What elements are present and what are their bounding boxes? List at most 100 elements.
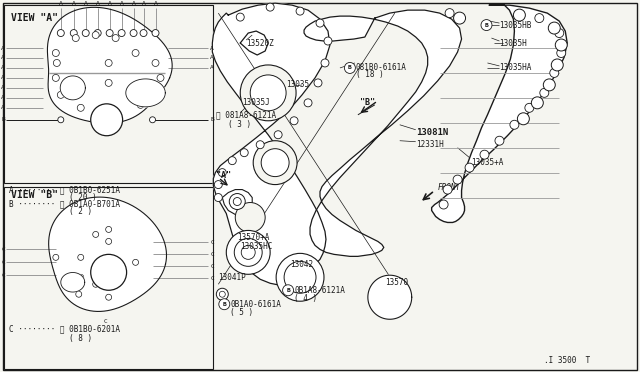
Circle shape [52,74,60,81]
Text: A: A [1,55,5,61]
Circle shape [58,29,64,36]
Circle shape [324,37,332,45]
Text: 13035: 13035 [286,80,309,89]
Text: A: A [96,1,100,6]
Text: A: A [1,105,5,110]
Text: 081B0-6161A: 081B0-6161A [356,64,407,73]
Polygon shape [212,3,330,285]
Circle shape [219,299,230,310]
Circle shape [220,291,225,297]
Circle shape [93,231,99,237]
Text: 13570: 13570 [385,278,408,287]
Text: C: C [1,247,5,252]
Text: C: C [211,264,214,269]
Text: 13035J: 13035J [243,98,270,108]
Circle shape [152,60,159,67]
Circle shape [52,49,60,57]
Text: C: C [1,273,5,278]
Circle shape [53,60,60,67]
Circle shape [510,120,519,129]
Circle shape [531,97,543,109]
Text: A: A [211,45,214,51]
Circle shape [240,65,296,121]
Circle shape [77,254,84,260]
Circle shape [296,7,304,15]
Text: A: A [154,1,157,6]
Circle shape [93,264,99,270]
Text: A: A [72,1,76,6]
Text: 13035HA: 13035HA [499,64,532,73]
Circle shape [233,198,241,205]
Polygon shape [304,10,461,256]
Circle shape [236,13,244,21]
FancyBboxPatch shape [4,5,213,183]
Circle shape [556,39,567,51]
Text: A: A [141,1,145,6]
Circle shape [227,230,270,274]
Circle shape [480,150,489,159]
Circle shape [555,29,564,38]
Text: "A": "A" [216,171,231,180]
Circle shape [77,104,84,111]
Text: 0B1A8-6121A: 0B1A8-6121A [294,286,345,295]
Text: 13081N: 13081N [416,128,448,137]
FancyBboxPatch shape [4,187,213,369]
Circle shape [70,29,77,36]
Circle shape [106,29,113,36]
Circle shape [266,3,274,11]
Circle shape [91,254,127,290]
Circle shape [445,9,454,17]
Circle shape [465,163,474,172]
Text: A: A [1,95,5,100]
Circle shape [540,89,548,97]
Text: 13035HC: 13035HC [240,242,273,251]
Text: ( 20 ): ( 20 ) [68,193,97,202]
Circle shape [53,254,59,260]
FancyBboxPatch shape [3,3,637,370]
Circle shape [241,246,255,259]
Text: A: A [84,1,88,6]
Text: A: A [132,1,136,6]
Circle shape [112,35,119,42]
Text: ( 4 ): ( 4 ) [294,294,317,303]
Text: 13035H: 13035H [499,39,527,48]
Circle shape [214,180,222,189]
Circle shape [92,32,99,39]
Circle shape [229,193,245,209]
Circle shape [240,149,248,157]
Text: A: A [211,55,214,61]
Text: B ········ Ⓑ 0B1A0-B701A: B ········ Ⓑ 0B1A0-B701A [9,199,120,209]
Circle shape [91,104,123,136]
Text: C: C [211,252,214,257]
Text: 12331H: 12331H [416,140,444,149]
Text: VIEW "B": VIEW "B" [11,190,58,199]
Text: C: C [104,319,108,324]
Circle shape [150,117,156,123]
Text: C: C [211,276,214,281]
Text: A: A [1,65,5,70]
Circle shape [250,75,286,111]
Circle shape [344,62,355,73]
Circle shape [93,281,99,287]
Circle shape [304,99,312,107]
Text: 13041P: 13041P [218,273,246,282]
Text: ( 8 ): ( 8 ) [68,334,92,343]
Circle shape [137,101,144,108]
Circle shape [314,79,322,87]
Circle shape [283,285,294,296]
Circle shape [276,253,324,301]
Polygon shape [47,7,172,123]
Text: A ········ Ⓑ 0B1B0-6251A: A ········ Ⓑ 0B1B0-6251A [9,186,120,195]
Text: A: A [59,1,63,6]
Text: B: B [1,117,5,122]
Circle shape [550,68,559,77]
Circle shape [548,22,560,34]
Circle shape [152,89,159,96]
Circle shape [316,19,324,27]
Text: ( 3 ): ( 3 ) [228,120,252,129]
Text: A: A [108,1,111,6]
Circle shape [481,20,492,31]
Text: 0B1A0-6161A: 0B1A0-6161A [230,300,281,309]
Circle shape [535,14,544,23]
Circle shape [140,29,147,36]
